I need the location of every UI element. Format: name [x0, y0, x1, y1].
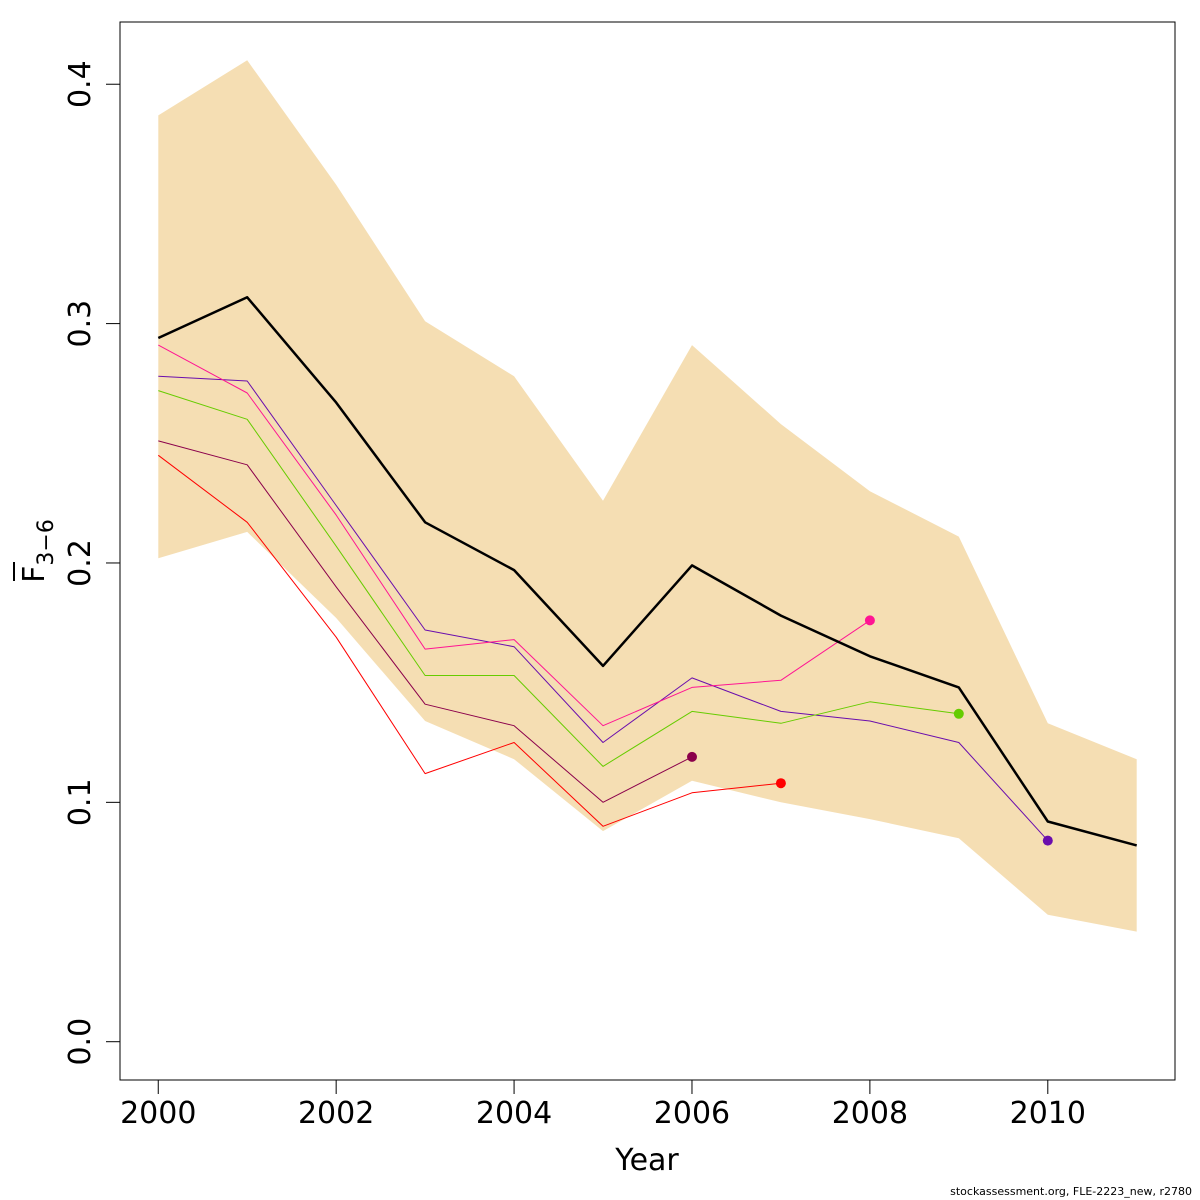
series-end-point-3 [864, 615, 875, 626]
series-line-3 [158, 344, 871, 727]
x-tick-label: 2006 [654, 1096, 730, 1131]
y-axis-title: F3−6 [17, 519, 59, 583]
y-axis-title-main: F [17, 566, 52, 583]
series-end-point-1 [1042, 835, 1053, 846]
series-line-1 [158, 375, 1049, 841]
confidence-band [158, 60, 1137, 932]
x-tick-label: 2010 [1010, 1096, 1086, 1131]
series-line-5 [158, 440, 693, 803]
footer-credit: stockassessment.org, FLE-2223_new, r2780 [950, 1185, 1192, 1198]
y-tick-label: 0.1 [63, 778, 98, 826]
x-axis: 2000 2002 2004 2006 2008 2010 [120, 1079, 1086, 1131]
series-end-point-4 [775, 778, 786, 789]
x-tick-label: 2000 [120, 1096, 196, 1131]
y-tick-label: 0.3 [63, 300, 98, 348]
y-axis: 0.0 0.1 0.2 0.3 0.4 [63, 60, 121, 1066]
x-tick-label: 2002 [298, 1096, 374, 1131]
series-line-2 [158, 390, 959, 767]
y-tick-label: 0.0 [63, 1018, 98, 1066]
y-tick-label: 0.4 [63, 60, 98, 108]
x-tick-label: 2004 [476, 1096, 552, 1131]
series-end-point-2 [953, 708, 964, 719]
series-end-point-5 [687, 751, 697, 762]
series-line-4 [157, 454, 781, 827]
y-axis-title-subscript: 3−6 [34, 519, 59, 565]
series-layer [157, 296, 1138, 847]
y-tick-label: 0.2 [63, 539, 98, 587]
confidence-band-layer [158, 60, 1137, 932]
series-line-0 [157, 296, 1138, 847]
x-axis-title: Year [614, 1143, 679, 1178]
x-tick-label: 2008 [832, 1096, 908, 1131]
